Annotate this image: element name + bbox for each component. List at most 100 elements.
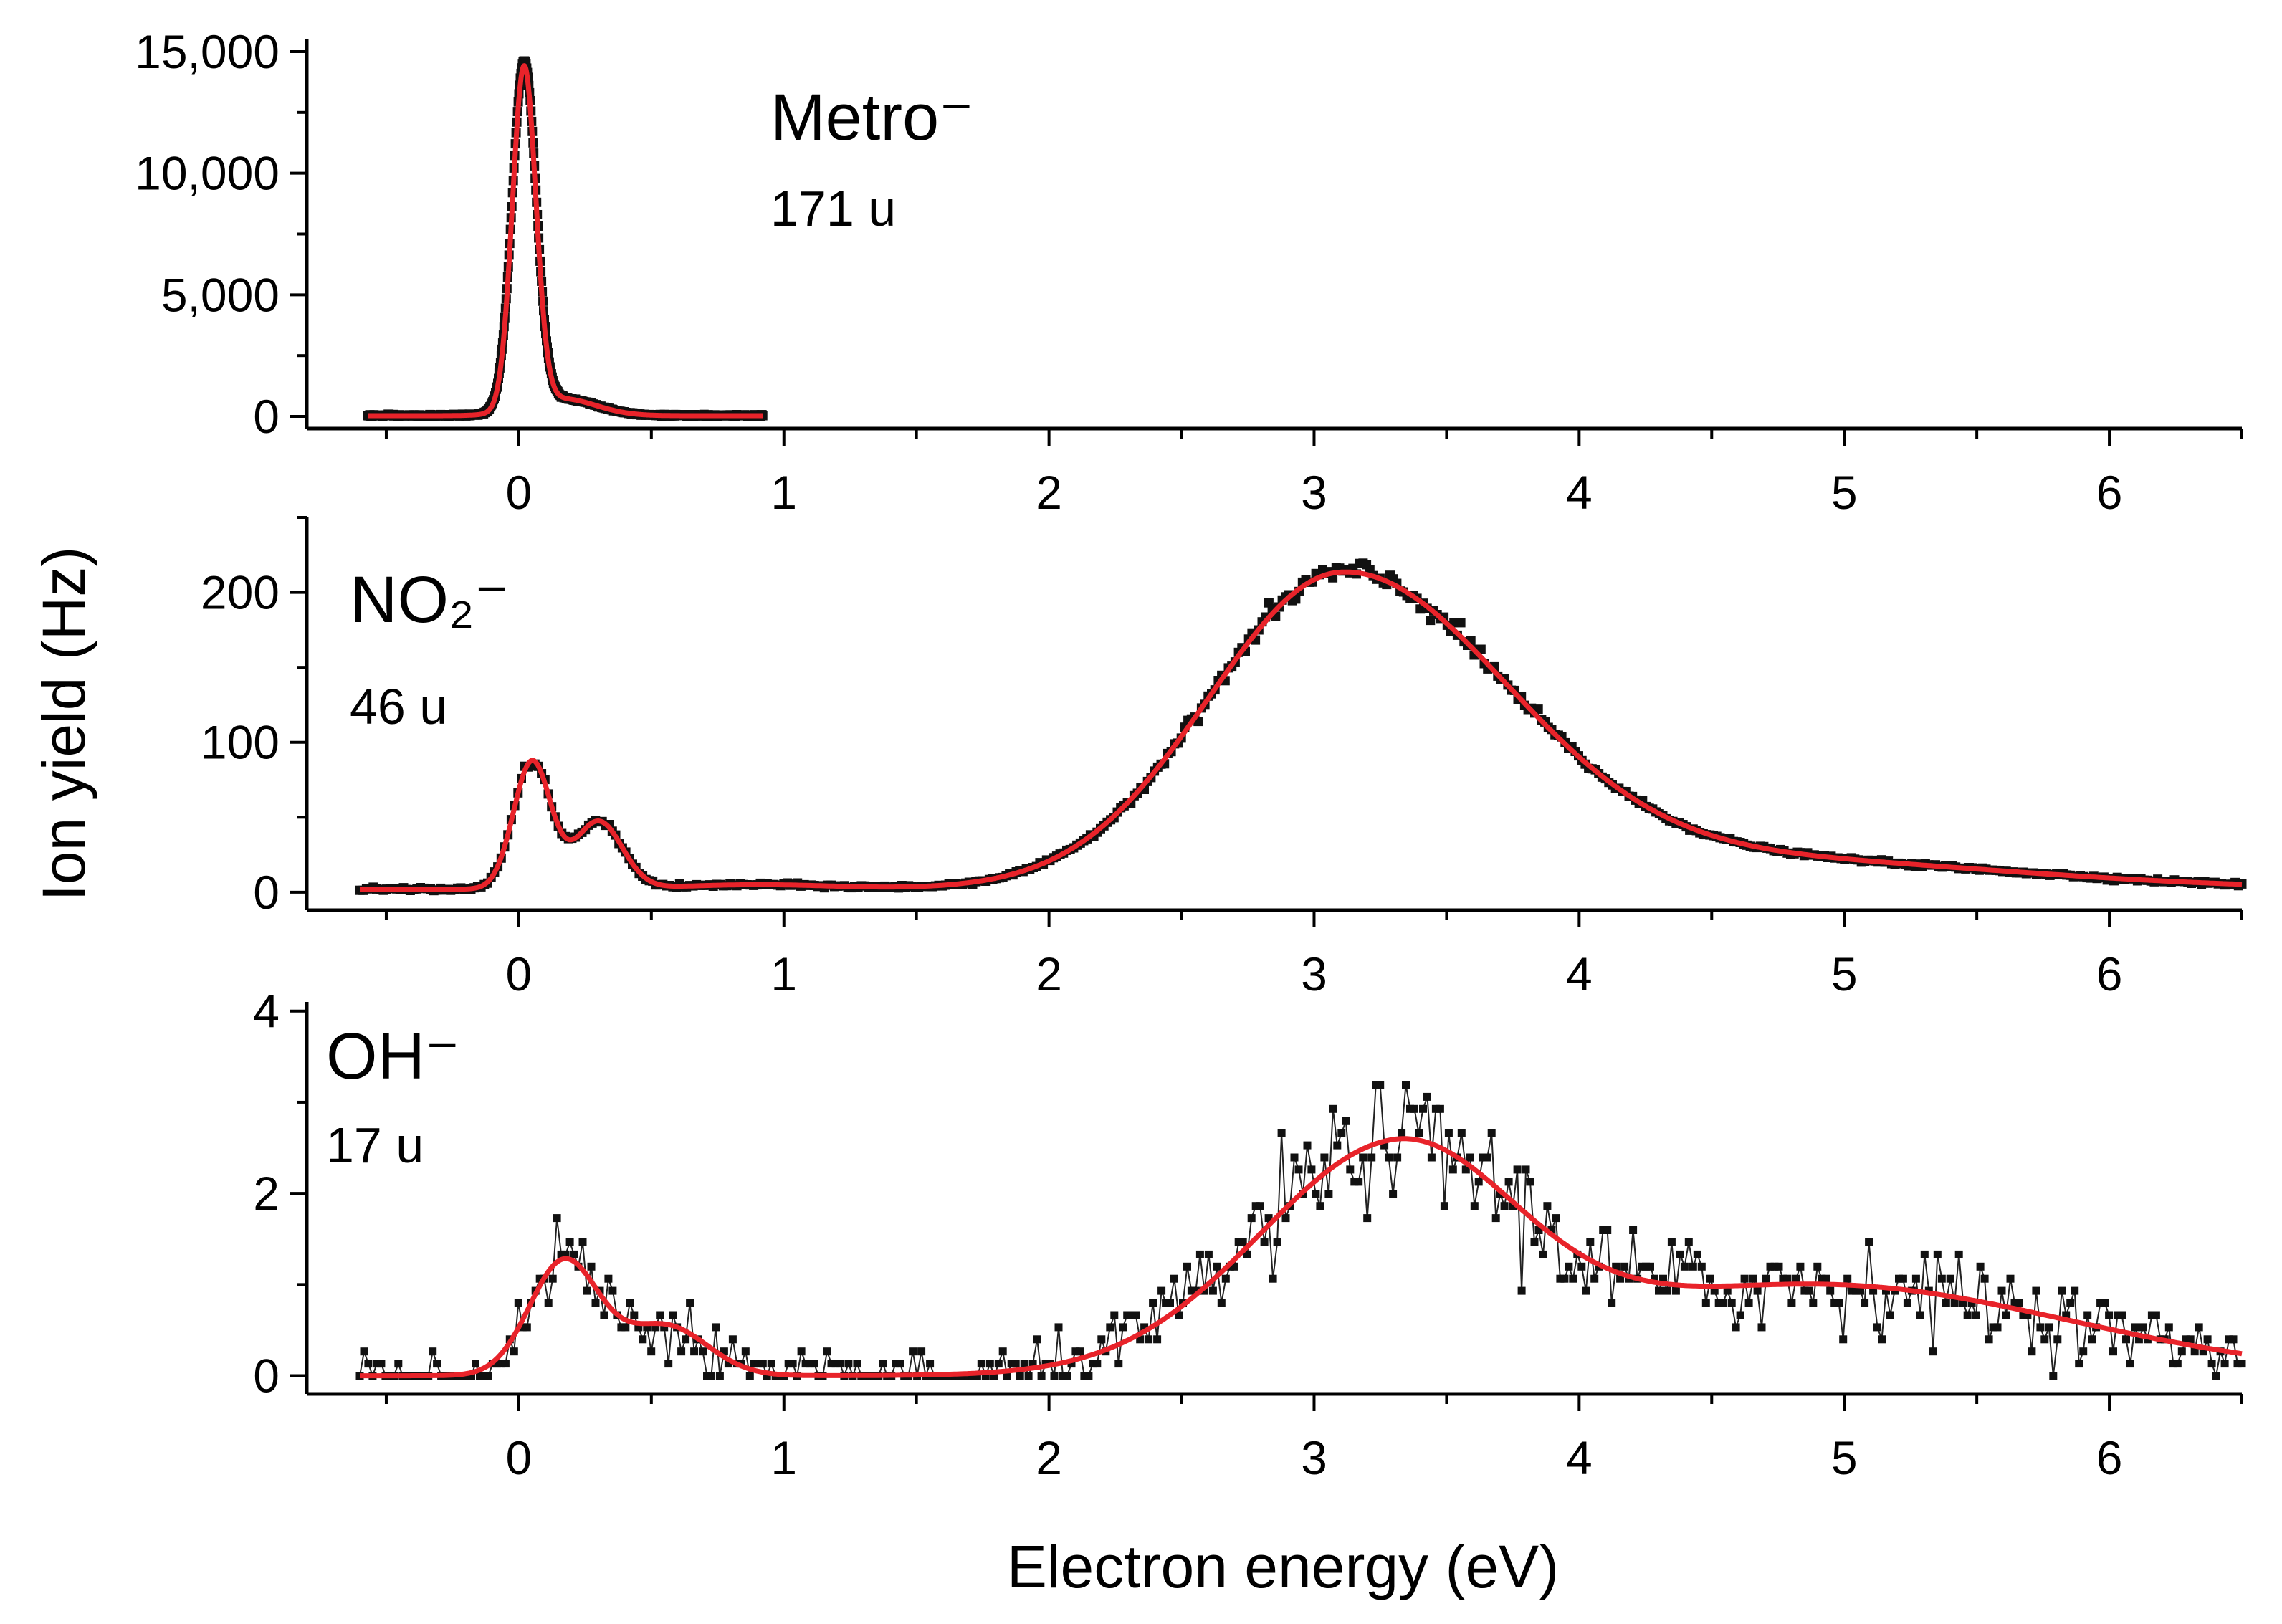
oh-data-point	[758, 1360, 767, 1368]
oh-data-point	[2006, 1274, 2015, 1283]
oh-data-point	[1671, 1286, 1680, 1295]
oh-data-point	[1976, 1262, 1985, 1271]
oh-data-point	[1659, 1274, 1667, 1283]
panel-middle: 0 1 2 3 4 5 6 0 100 200 NO₂⁻ 46 u	[201, 516, 2247, 1000]
oh-data-point	[1903, 1299, 1911, 1307]
oh-data-point	[2083, 1311, 2092, 1319]
oh-data-point	[1461, 1165, 1470, 1174]
oh-data-point	[844, 1360, 853, 1368]
panel-middle-plot: 0 1 2 3 4 5 6 0 100 200	[201, 516, 2247, 1000]
oh-data-point	[1269, 1274, 1277, 1283]
oh-data-point	[2002, 1311, 2010, 1319]
oh-data-point	[1483, 1153, 1491, 1162]
oh-data-point	[1937, 1274, 1946, 1283]
oh-data-point	[433, 1360, 441, 1368]
oh-data-point	[1444, 1129, 1453, 1137]
oh-data-point	[2105, 1311, 2114, 1319]
oh-data-point	[1307, 1165, 1316, 1174]
oh-data-point	[1342, 1117, 1350, 1125]
oh-data-point	[1899, 1274, 1907, 1283]
oh-data-point	[2032, 1286, 2040, 1295]
oh-data-point	[831, 1360, 840, 1368]
metro-x-tick-label: 1	[770, 466, 797, 519]
oh-data-point	[1766, 1262, 1775, 1271]
oh-data-point	[1089, 1360, 1097, 1368]
oh-data-point	[699, 1347, 707, 1356]
oh-data-point	[360, 1347, 368, 1356]
oh-data-point	[1787, 1299, 1796, 1307]
oh-data-point	[1882, 1286, 1890, 1295]
oh-data-point	[977, 1360, 985, 1368]
oh-data-point	[1950, 1299, 1959, 1307]
oh-data-point	[1993, 1323, 2002, 1332]
oh-data-point	[479, 1372, 488, 1380]
oh-data-point	[1865, 1238, 1873, 1246]
oh-data-point	[1217, 1299, 1226, 1307]
oh-data-point	[827, 1360, 836, 1368]
oh-data-point	[2139, 1323, 2147, 1332]
panel-bottom-plot: 0 1 2 3 4 5 6 0 2 4	[253, 985, 2246, 1484]
oh-data-point	[1526, 1178, 1534, 1186]
oh-data-point	[1145, 1335, 1153, 1344]
x-axis-title: Electron energy (eV)	[1007, 1533, 1559, 1600]
oh-data-point	[1848, 1286, 1856, 1295]
oh-data-point	[1264, 1214, 1273, 1223]
metro-y-tick-label: 10,000	[135, 147, 280, 200]
oh-data-point	[664, 1360, 673, 1368]
oh-data-point	[544, 1299, 553, 1307]
oh-data-point	[608, 1286, 617, 1295]
no2-data-point	[1291, 594, 1301, 604]
oh-data-point	[1920, 1250, 1929, 1258]
panel-top: 0 1 2 3 4 5 6 0 5,000 10,000 15,000 Metro⁻ 171 u	[135, 25, 2243, 519]
oh-data-point	[1646, 1262, 1654, 1271]
oh-data-point	[2040, 1335, 2049, 1344]
oh-data-point	[1556, 1274, 1565, 1283]
oh-data-point	[1273, 1238, 1281, 1246]
oh-data-point	[2045, 1323, 2053, 1332]
oh-data-point	[1638, 1262, 1646, 1271]
species-label-no2: NO₂⁻	[350, 563, 509, 636]
oh-data-point	[2238, 1360, 2246, 1368]
oh-data-point	[1530, 1238, 1539, 1246]
oh-data-point	[1119, 1323, 1127, 1332]
oh-data-point	[1663, 1286, 1671, 1295]
oh-data-point	[754, 1360, 763, 1368]
oh-data-point	[690, 1347, 699, 1356]
metro-x-tick-label: 5	[1831, 466, 1858, 519]
oh-data-point	[1312, 1190, 1320, 1198]
oh-data-point	[1723, 1286, 1732, 1295]
oh-data-point	[1195, 1250, 1204, 1258]
oh-data-point	[1942, 1299, 1950, 1307]
oh-data-point	[1290, 1153, 1299, 1162]
oh-data-point	[2134, 1335, 2143, 1344]
oh-data-point	[2169, 1360, 2177, 1368]
oh-data-point	[1809, 1299, 1818, 1307]
oh-data-point	[604, 1274, 613, 1283]
oh-data-point	[1415, 1129, 1423, 1137]
oh-data-point	[1346, 1165, 1355, 1174]
oh-data-point	[1127, 1311, 1136, 1319]
oh-data-point	[1398, 1129, 1406, 1137]
oh-data-point	[1234, 1238, 1243, 1246]
oh-data-point	[1359, 1153, 1367, 1162]
oh-data-point	[682, 1335, 690, 1344]
oh-y-tick-label: 2	[253, 1167, 280, 1220]
oh-data-point	[1826, 1286, 1835, 1295]
oh-data-point	[1963, 1311, 1972, 1319]
oh-data-point	[1050, 1372, 1059, 1380]
no2-x-tick-label: 1	[770, 947, 797, 1000]
oh-data-point	[1954, 1250, 1963, 1258]
oh-data-point	[1316, 1202, 1324, 1210]
oh-data-point	[1770, 1262, 1779, 1271]
oh-y-tick-label: 4	[253, 985, 280, 1038]
oh-data-point	[2062, 1311, 2071, 1319]
oh-data-point	[1967, 1299, 1976, 1307]
oh-data-point	[2023, 1311, 2032, 1319]
oh-data-point	[1037, 1372, 1046, 1380]
oh-data-point	[2053, 1335, 2062, 1344]
oh-data-point	[1813, 1262, 1822, 1271]
oh-data-point	[806, 1360, 814, 1368]
oh-data-point	[1204, 1250, 1213, 1258]
oh-data-point	[973, 1372, 981, 1380]
oh-data-point	[1333, 1141, 1342, 1150]
